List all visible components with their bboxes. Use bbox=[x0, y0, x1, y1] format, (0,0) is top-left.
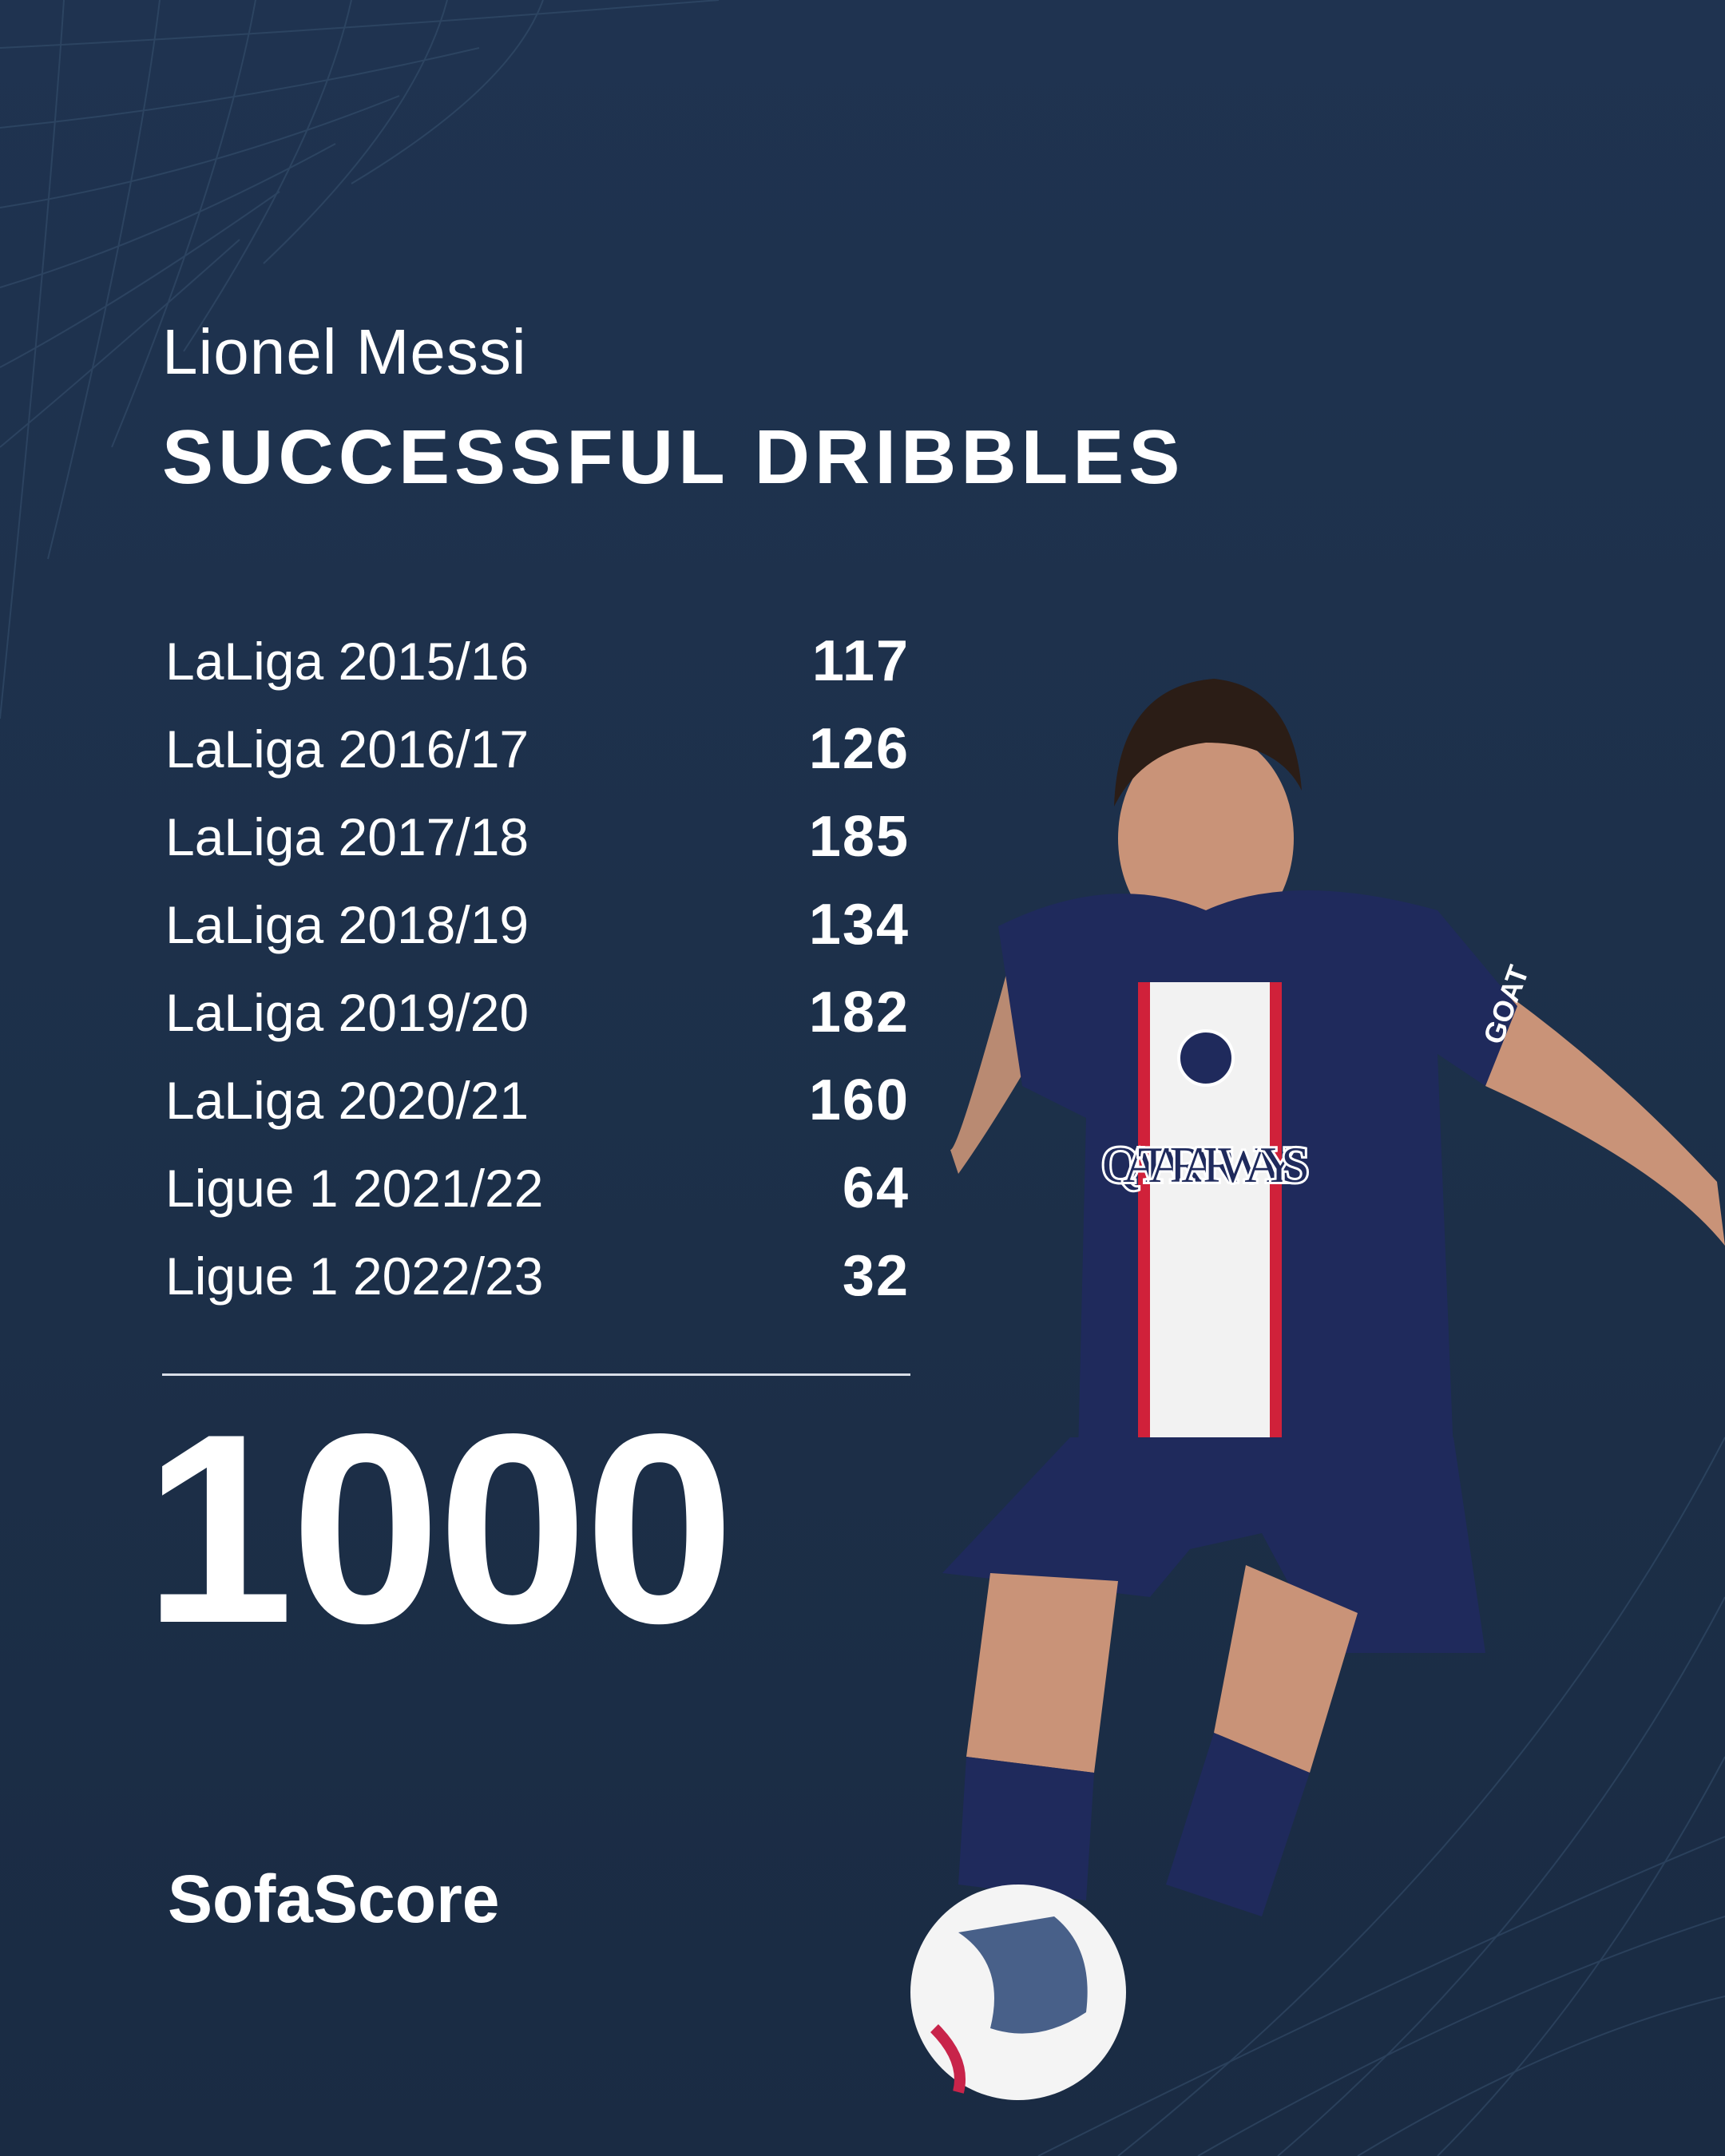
season-row: LaLiga 2018/19 134 bbox=[165, 881, 910, 969]
sofascore-logo: SofaScore bbox=[168, 1861, 500, 1936]
season-row: Ligue 1 2022/23 32 bbox=[165, 1232, 910, 1320]
psg-crest-icon bbox=[1177, 1029, 1235, 1087]
season-stats-list: LaLiga 2015/16 117 LaLiga 2016/17 126 LaLi… bbox=[165, 617, 910, 1320]
season-label: LaLiga 2016/17 bbox=[165, 719, 529, 779]
season-value: 126 bbox=[808, 717, 910, 781]
season-value: 117 bbox=[811, 629, 910, 693]
season-value: 32 bbox=[842, 1244, 910, 1308]
player-photo: QATAR AIRWAYS GOAT bbox=[910, 679, 1725, 2100]
season-row: LaLiga 2019/20 182 bbox=[165, 969, 910, 1056]
season-label: LaLiga 2018/19 bbox=[165, 895, 529, 954]
season-row: LaLiga 2017/18 185 bbox=[165, 793, 910, 881]
season-value: 160 bbox=[808, 1068, 910, 1132]
season-row: LaLiga 2016/17 126 bbox=[165, 705, 910, 793]
season-row: Ligue 1 2021/22 64 bbox=[165, 1144, 910, 1232]
shirt-sponsor: QATAR AIRWAYS bbox=[1102, 1136, 1310, 1193]
season-label: LaLiga 2015/16 bbox=[165, 632, 529, 691]
football-icon bbox=[910, 1885, 1126, 2100]
player-name: Lionel Messi bbox=[162, 316, 527, 387]
total-value: 1000 bbox=[144, 1377, 735, 1679]
season-value: 134 bbox=[808, 893, 910, 957]
page-title: SUCCESSFUL DRIBBLES bbox=[162, 414, 1185, 500]
season-label: LaLiga 2017/18 bbox=[165, 807, 529, 866]
divider bbox=[162, 1373, 910, 1376]
season-value: 182 bbox=[808, 981, 910, 1044]
season-label: Ligue 1 2022/23 bbox=[165, 1246, 544, 1306]
season-label: LaLiga 2019/20 bbox=[165, 983, 529, 1042]
season-value: 64 bbox=[842, 1156, 910, 1220]
season-value: 185 bbox=[808, 805, 910, 869]
season-row: LaLiga 2020/21 160 bbox=[165, 1056, 910, 1144]
season-label: Ligue 1 2021/22 bbox=[165, 1159, 544, 1218]
season-row: LaLiga 2015/16 117 bbox=[165, 617, 910, 705]
season-label: LaLiga 2020/21 bbox=[165, 1071, 529, 1130]
